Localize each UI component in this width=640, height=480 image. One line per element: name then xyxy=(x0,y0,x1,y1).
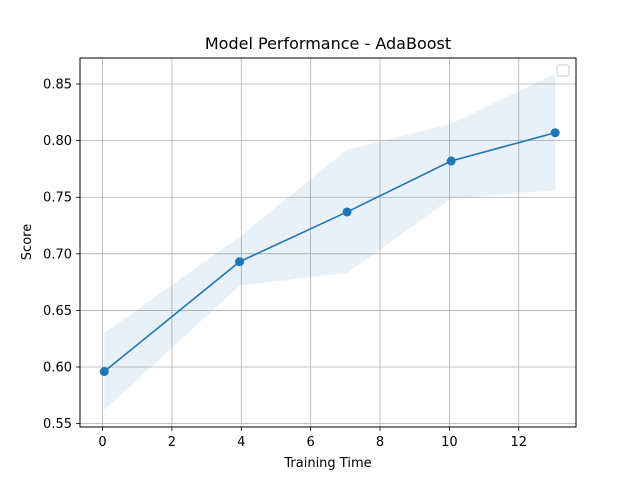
confidence-band xyxy=(104,73,556,411)
x-tick-label: 8 xyxy=(376,435,384,450)
y-tick-label: 0.55 xyxy=(43,417,72,432)
x-tick-label: 10 xyxy=(441,435,458,450)
y-tick-label: 0.80 xyxy=(43,134,72,149)
y-tick-label: 0.65 xyxy=(43,304,72,319)
y-tick-label: 0.60 xyxy=(43,361,72,376)
y-tick-label: 0.85 xyxy=(43,78,72,93)
y-axis-ticks: 0.55 0.60 0.65 0.70 0.75 0.80 0.85 xyxy=(43,78,80,432)
y-axis-label: Score xyxy=(20,224,35,260)
grid xyxy=(80,58,576,427)
x-tick-label: 0 xyxy=(98,435,106,450)
legend-box xyxy=(556,64,570,77)
data-point xyxy=(446,156,456,166)
data-point xyxy=(235,257,245,267)
x-tick-label: 2 xyxy=(168,435,176,450)
y-tick-label: 0.70 xyxy=(43,247,72,262)
y-tick-label: 0.75 xyxy=(43,191,72,206)
series-points xyxy=(99,128,560,377)
x-tick-label: 6 xyxy=(307,435,315,450)
x-tick-label: 12 xyxy=(510,435,527,450)
chart-title: Model Performance - AdaBoost xyxy=(205,34,451,53)
x-axis-ticks: 0 2 4 6 8 10 12 xyxy=(98,427,527,450)
confidence-band-area xyxy=(104,73,556,411)
plot-frame xyxy=(79,57,577,428)
data-point xyxy=(99,367,109,377)
x-tick-label: 4 xyxy=(237,435,245,450)
x-axis-label: Training Time xyxy=(283,456,371,471)
data-point xyxy=(550,128,560,138)
data-point xyxy=(342,207,352,217)
